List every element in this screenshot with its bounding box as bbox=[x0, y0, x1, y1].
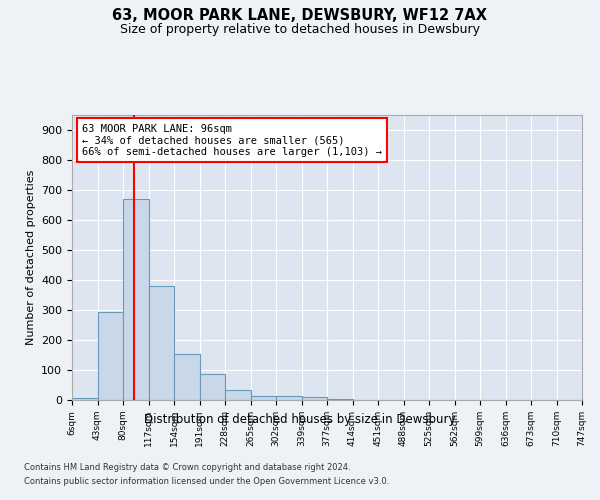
Bar bbox=[174, 354, 199, 400]
Text: 63 MOOR PARK LANE: 96sqm
← 34% of detached houses are smaller (565)
66% of semi-: 63 MOOR PARK LANE: 96sqm ← 34% of detach… bbox=[82, 124, 382, 157]
Bar bbox=[199, 374, 225, 400]
Bar bbox=[302, 397, 327, 400]
Text: Size of property relative to detached houses in Dewsbury: Size of property relative to detached ho… bbox=[120, 22, 480, 36]
Bar bbox=[123, 199, 149, 400]
Bar bbox=[72, 398, 97, 400]
Bar bbox=[251, 396, 276, 400]
Bar bbox=[327, 398, 353, 400]
Text: Contains HM Land Registry data © Crown copyright and database right 2024.: Contains HM Land Registry data © Crown c… bbox=[24, 462, 350, 471]
Text: Contains public sector information licensed under the Open Government Licence v3: Contains public sector information licen… bbox=[24, 478, 389, 486]
Bar bbox=[276, 396, 302, 400]
Y-axis label: Number of detached properties: Number of detached properties bbox=[26, 170, 35, 345]
Bar bbox=[225, 390, 251, 400]
Bar bbox=[149, 286, 174, 400]
Text: Distribution of detached houses by size in Dewsbury: Distribution of detached houses by size … bbox=[144, 412, 456, 426]
Bar bbox=[97, 312, 123, 400]
Text: 63, MOOR PARK LANE, DEWSBURY, WF12 7AX: 63, MOOR PARK LANE, DEWSBURY, WF12 7AX bbox=[113, 8, 487, 22]
